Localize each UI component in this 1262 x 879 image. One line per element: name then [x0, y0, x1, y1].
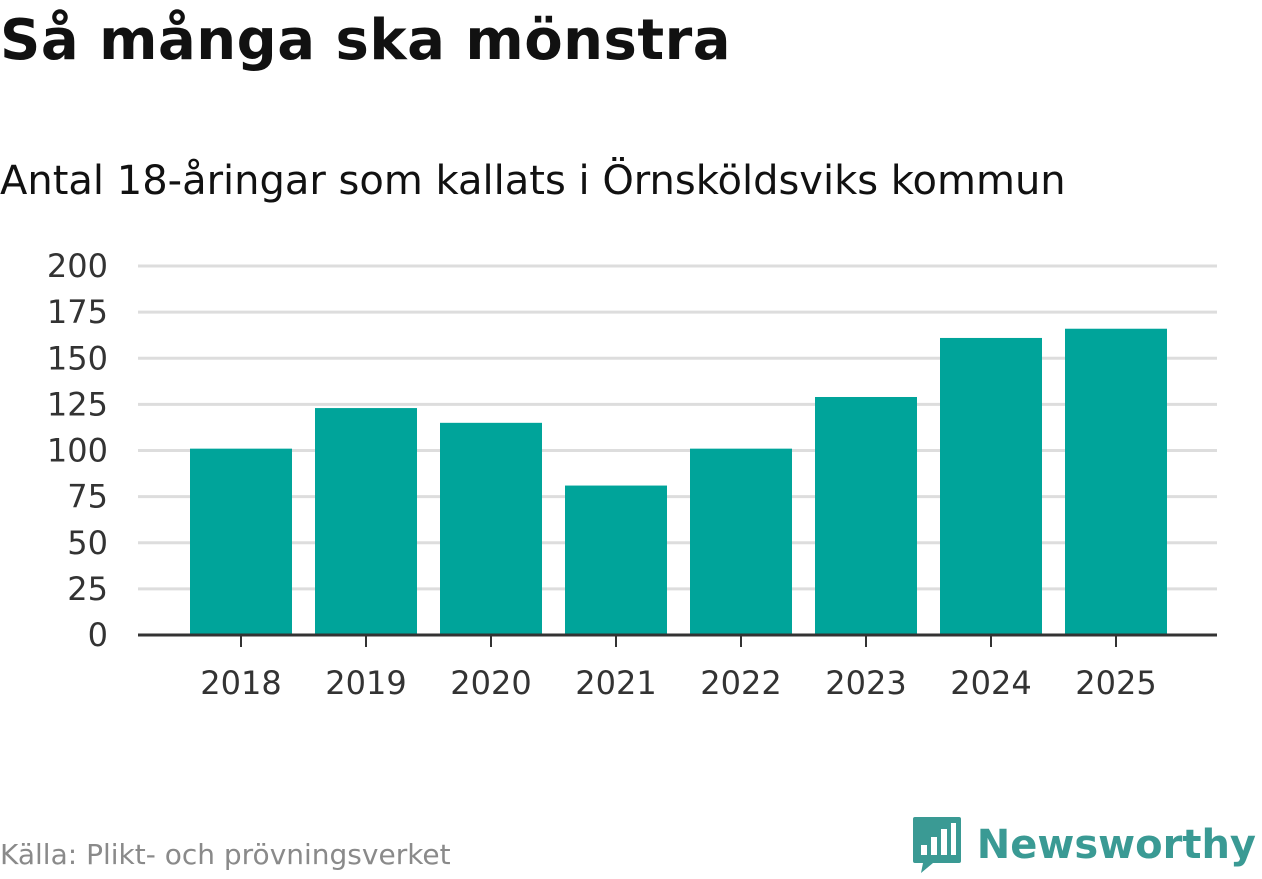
bar-2018: [190, 448, 292, 635]
bar-2022: [690, 448, 792, 635]
chart-title: Så många ska mönstra: [0, 8, 732, 73]
y-tick-label: 200: [47, 247, 108, 285]
y-tick-label: 0: [88, 616, 108, 654]
y-tick-label: 175: [47, 293, 108, 331]
x-tick-label: 2023: [825, 664, 906, 702]
bars: [190, 328, 1167, 635]
source-note: Källa: Plikt- och prövningsverket: [0, 838, 451, 871]
newsworthy-logo-icon: [912, 817, 961, 873]
y-tick-label: 150: [47, 339, 108, 377]
bar-2025: [1065, 328, 1167, 635]
gridlines: [138, 264, 1217, 591]
x-axis: 2018 2019 2020 2021 2022 2023 2024 2025: [138, 633, 1217, 702]
y-tick-label: 50: [67, 524, 108, 562]
y-tick-label: 125: [47, 385, 108, 423]
bar-2020: [440, 422, 542, 635]
x-tick-label: 2020: [450, 664, 531, 702]
y-tick-label: 75: [67, 478, 108, 516]
x-tick-label: 2024: [950, 664, 1031, 702]
x-tick-label: 2022: [700, 664, 781, 702]
bar-2024: [940, 337, 1042, 635]
x-tick-label: 2018: [200, 664, 281, 702]
y-axis-ticks: 0 25 50 75 100 125 150 175 200: [47, 247, 108, 654]
bar-2021: [565, 485, 667, 635]
x-tick-label: 2021: [575, 664, 656, 702]
brand-name: Newsworthy: [976, 822, 1256, 868]
y-tick-label: 25: [67, 570, 108, 608]
newsworthy-logo: Newsworthy: [911, 815, 1256, 875]
bar-2023: [815, 396, 917, 635]
x-tick-label: 2019: [325, 664, 406, 702]
bar-2019: [315, 408, 417, 635]
y-tick-label: 100: [47, 432, 108, 470]
chart-subtitle: Antal 18-åringar som kallats i Örnskölds…: [0, 158, 1066, 204]
x-tick-label: 2025: [1075, 664, 1156, 702]
